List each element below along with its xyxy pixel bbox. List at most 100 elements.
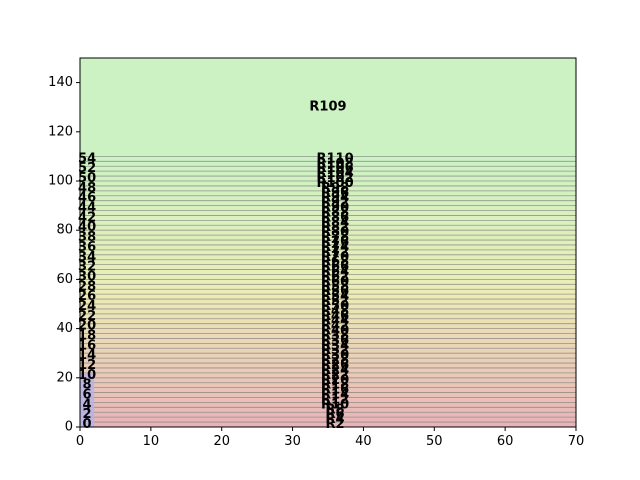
band-label: R52 (321, 294, 349, 309)
band (80, 333, 576, 339)
band-label: R18 (321, 378, 349, 393)
band-label: R66 (321, 260, 349, 275)
band-label: R50 (321, 299, 349, 314)
band (80, 274, 576, 280)
left-edge-label: 38 (78, 230, 96, 245)
top-region-label: R109 (309, 100, 346, 115)
left-edge-label: 0 (83, 417, 92, 432)
band (80, 304, 576, 309)
band-label: R28 (321, 353, 349, 368)
left-edge-label: 4 (83, 397, 92, 412)
band-label: R62 (321, 269, 349, 284)
left-strip (80, 372, 95, 427)
band-label: R86 (321, 210, 349, 225)
left-edge-label: 6 (83, 388, 92, 403)
left-edge-label: 12 (78, 358, 96, 373)
band (80, 412, 576, 418)
band (80, 205, 576, 211)
band (80, 181, 576, 186)
band-label: R4 (326, 412, 345, 427)
band (80, 264, 576, 270)
band-label: R2 (326, 417, 345, 432)
band (80, 343, 576, 349)
band-label: R26 (321, 358, 349, 373)
band (80, 259, 576, 265)
band (80, 235, 576, 241)
band-label: R100 (317, 176, 354, 191)
band-label: R6 (326, 407, 345, 422)
band-label: R54 (321, 289, 349, 304)
band (80, 338, 576, 344)
y-tick-label: 0 (65, 420, 73, 435)
y-tick-label: 140 (48, 75, 73, 90)
left-edge-label: 40 (78, 220, 96, 235)
band (80, 422, 576, 427)
left-edge-label: 48 (78, 181, 96, 196)
band-label: R20 (321, 373, 349, 388)
left-edge-label: 50 (78, 171, 96, 186)
band-label: R108 (317, 156, 354, 171)
left-edge-label: 14 (78, 348, 96, 363)
band (80, 363, 576, 368)
band-label: R12 (321, 392, 349, 407)
left-edge-label: 52 (78, 161, 96, 176)
band-label: R56 (321, 284, 349, 299)
band-label: R60 (321, 274, 349, 289)
band-label: R98 (321, 181, 349, 196)
region-labels: R109R2R4R6R8R10R12R14R16R18R20R22R24R26R… (78, 100, 354, 432)
band (80, 185, 576, 191)
band (80, 318, 576, 324)
band (80, 254, 576, 260)
band-label: R30 (321, 348, 349, 363)
band-label: R8 (326, 402, 345, 417)
band (80, 367, 576, 373)
left-edge-label: 8 (83, 378, 92, 393)
band-label: R48 (321, 304, 349, 319)
left-edge-label: 32 (78, 260, 96, 275)
band (80, 190, 576, 196)
left-edge-label: 34 (78, 250, 96, 265)
band-label: R110 (317, 151, 354, 166)
band-label: R14 (321, 388, 349, 403)
band-label: R96 (321, 186, 349, 201)
band (80, 294, 576, 300)
band (80, 397, 576, 403)
band (80, 176, 576, 181)
band-label: R84 (321, 215, 349, 230)
band-label: R94 (321, 191, 349, 206)
band-label: R104 (317, 166, 354, 181)
band (80, 220, 576, 226)
band-label: R58 (321, 279, 349, 294)
band-label: R64 (321, 265, 349, 280)
band (80, 387, 576, 393)
band (80, 299, 576, 304)
band (80, 200, 576, 206)
band (80, 372, 576, 378)
band (80, 156, 576, 162)
left-edge-label: 54 (78, 151, 96, 166)
x-tick-label: 30 (284, 434, 301, 449)
y-tick-label: 40 (56, 321, 73, 336)
band-label: R36 (321, 333, 349, 348)
band (80, 353, 576, 359)
left-edge-label: 36 (78, 240, 96, 255)
left-edge-label: 20 (78, 319, 96, 334)
band-label: R42 (321, 319, 349, 334)
band (80, 244, 576, 250)
band-label: R70 (321, 250, 349, 265)
left-edge-label: 10 (78, 368, 96, 383)
band-label: R46 (321, 309, 349, 324)
band (80, 240, 576, 245)
x-tick-label: 20 (213, 434, 230, 449)
band-label: R16 (321, 383, 349, 398)
y-tick-label: 100 (48, 174, 73, 189)
band-label: R24 (321, 363, 349, 378)
band (80, 171, 576, 177)
band (80, 249, 576, 255)
band (80, 230, 576, 236)
band-label: R72 (321, 245, 349, 260)
band-label: R106 (317, 161, 354, 176)
band-label: R80 (321, 225, 349, 240)
x-tick-label: 50 (426, 434, 443, 449)
band (80, 328, 576, 334)
